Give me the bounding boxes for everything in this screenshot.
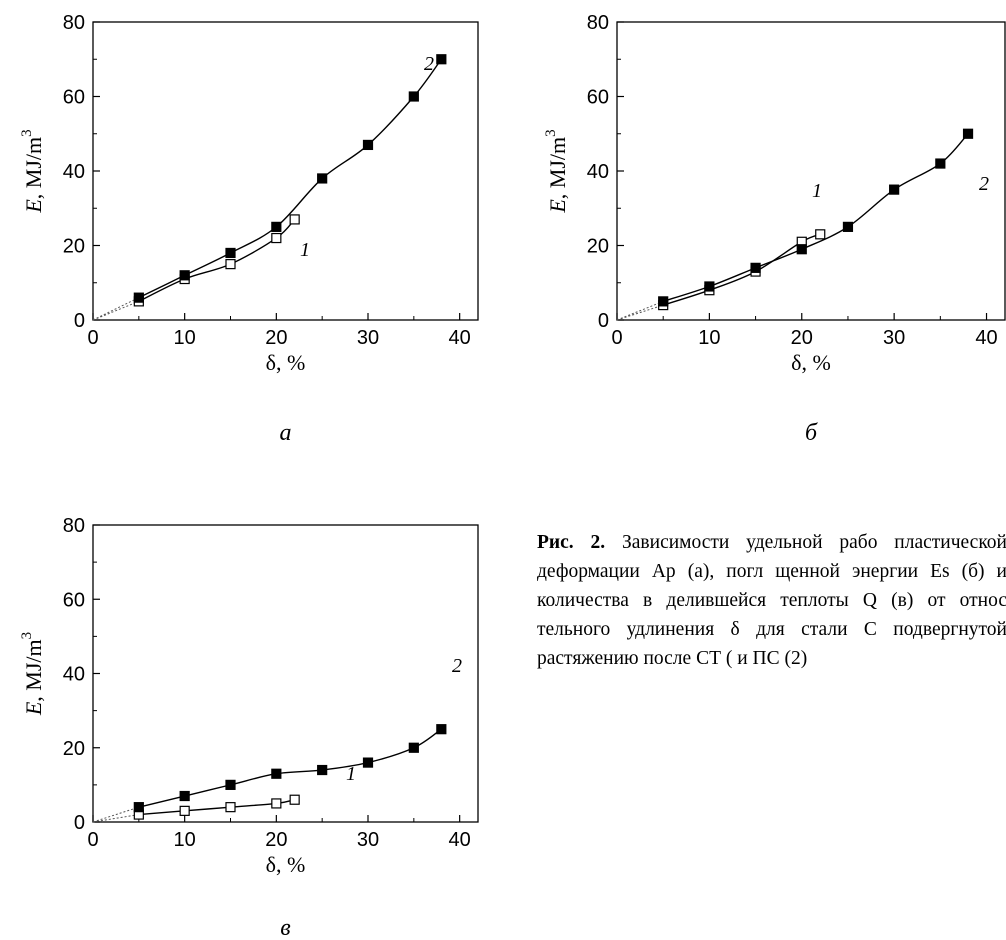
- x-tick-label: 0: [87, 829, 98, 851]
- series-2-label: 2: [424, 53, 434, 75]
- y-tick-label: 80: [63, 515, 85, 537]
- series-1-point: [289, 214, 300, 225]
- plot-frame: [92, 524, 479, 823]
- series-1-origin-extension: [92, 814, 139, 823]
- series-1-label: 1: [812, 180, 822, 202]
- series-2-label: 2: [979, 173, 989, 195]
- plot-frame: [616, 21, 1006, 321]
- plot-frame: [92, 21, 479, 321]
- x-tick-label: 20: [265, 829, 287, 851]
- y-tick-label: 60: [587, 87, 609, 109]
- series-1-point: [179, 805, 190, 816]
- y-tick-label: 20: [587, 236, 609, 258]
- x-tick-label: 0: [87, 327, 98, 349]
- y-tick-label: 40: [63, 161, 85, 183]
- y-tick-label: 40: [587, 161, 609, 183]
- series-2-point: [436, 724, 447, 735]
- panel-label: б: [805, 420, 818, 446]
- x-tick-label: 40: [975, 327, 997, 349]
- series-2-point: [889, 184, 900, 195]
- series-2-line: [138, 58, 442, 299]
- x-tick-label: 0: [611, 327, 622, 349]
- series-1-point: [289, 794, 300, 805]
- x-tick-label: 20: [265, 327, 287, 349]
- series-2-origin-extension: [92, 297, 140, 321]
- x-tick-label: 40: [449, 327, 471, 349]
- y-tick-label: 60: [63, 87, 85, 109]
- series-2-point: [704, 281, 715, 292]
- y-axis-title: E, MJ/m3: [543, 129, 570, 213]
- x-tick-label: 30: [357, 327, 379, 349]
- series-2-point: [133, 292, 144, 303]
- y-tick-label: 0: [598, 310, 609, 332]
- series-2-point: [317, 173, 328, 184]
- series-2-point: [935, 158, 946, 169]
- series-2-point: [133, 802, 144, 813]
- series-2-point: [408, 742, 419, 753]
- y-tick-label: 60: [63, 589, 85, 611]
- series-2-point: [179, 270, 190, 281]
- x-tick-label: 40: [449, 829, 471, 851]
- series-1-point: [225, 802, 236, 813]
- y-tick-label: 20: [63, 236, 85, 258]
- series-2-point: [658, 296, 669, 307]
- x-axis-title: δ, %: [791, 350, 831, 375]
- y-tick-label: 0: [74, 812, 85, 834]
- x-axis-title: δ, %: [266, 852, 306, 877]
- x-tick-label: 20: [791, 327, 813, 349]
- series-2-point: [179, 790, 190, 802]
- chart-panel-c: 0 10 20 30 40 0 20 40 60 80 δ, % E, MJ/m3 в 1 2: [19, 515, 479, 940]
- y-tick-label: 80: [63, 12, 85, 34]
- series-2-point: [225, 779, 236, 790]
- chart-panel-b: 0 10 20 30 40 0 20 40 60 80 δ, % E, MJ/m3 б 1 2: [543, 12, 1006, 446]
- panel-label: а: [280, 420, 292, 446]
- y-tick-label: 80: [587, 12, 609, 34]
- series-2-point: [750, 262, 761, 273]
- series-1-origin-extension: [92, 300, 140, 321]
- caption-label: Рис. 2.: [537, 532, 606, 553]
- series-1-origin-extension: [616, 304, 664, 321]
- y-axis-title: E, MJ/m3: [19, 129, 46, 213]
- series-2-point: [271, 768, 282, 779]
- series-2-point: [362, 757, 374, 768]
- y-tick-label: 0: [74, 310, 85, 332]
- series-2-point: [436, 54, 447, 65]
- x-tick-label: 10: [698, 327, 720, 349]
- x-tick-label: 10: [174, 829, 196, 851]
- x-tick-label: 30: [883, 327, 905, 349]
- series-1-point: [271, 798, 282, 809]
- x-tick-label: 30: [357, 829, 379, 851]
- series-2-label: 2: [452, 655, 462, 677]
- panel-label: в: [280, 915, 290, 940]
- series-1-point: [271, 232, 282, 244]
- series-2-point: [317, 764, 328, 776]
- figure-caption: Рис. 2. Зависимости удельной рабо пласти…: [537, 528, 1006, 673]
- series-2-point: [962, 128, 974, 139]
- x-axis-title: δ, %: [266, 350, 306, 375]
- series-2-point: [408, 91, 419, 102]
- caption-text: Зависимости удельной рабо пластической д…: [537, 532, 1006, 669]
- series-2-point: [796, 244, 807, 255]
- y-tick-label: 40: [63, 664, 85, 686]
- series-2-origin-extension: [616, 300, 664, 321]
- series-1-label: 1: [300, 239, 310, 261]
- series-1-label: 1: [346, 763, 356, 785]
- series-2-point: [271, 221, 282, 232]
- chart-panel-a: 0 10 20 30 40 0 20 40 60 80 δ, % E, MJ/m3 а 1 2: [19, 12, 479, 446]
- series-2-point: [362, 139, 374, 151]
- series-2-line: [662, 133, 969, 303]
- x-tick-label: 10: [174, 327, 196, 349]
- series-2-origin-extension: [92, 806, 139, 823]
- series-2-point: [842, 221, 854, 232]
- y-tick-label: 20: [63, 738, 85, 760]
- series-1-point: [815, 229, 826, 240]
- series-1-point: [225, 259, 236, 270]
- y-axis-title: E, MJ/m3: [19, 632, 46, 716]
- series-2-point: [225, 247, 236, 259]
